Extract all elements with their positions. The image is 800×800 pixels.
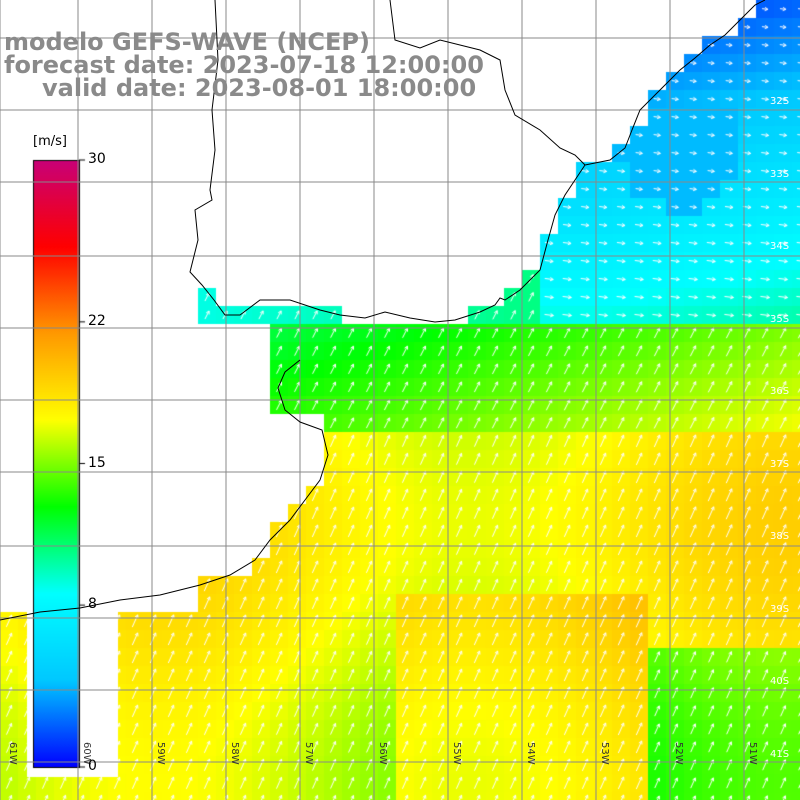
- colorbar-tick-label: 15: [88, 454, 106, 471]
- colorbar-tick-label: 0: [88, 758, 97, 774]
- longitude-label: 61W: [7, 742, 18, 765]
- latitude-label: 32S: [770, 96, 790, 107]
- longitude-label: 51W: [747, 742, 758, 765]
- latitude-label: 36S: [770, 386, 790, 397]
- colorbar-tick-label: 22: [88, 312, 106, 329]
- longitude-label: 54W: [525, 742, 536, 765]
- latitude-label: 40S: [770, 676, 790, 687]
- colorbar-unit-label: [m/s]: [33, 134, 67, 149]
- map-title-valid-date: valid date: 2023-08-01 18:00:00: [42, 74, 477, 102]
- latitude-label: 41S: [770, 748, 790, 760]
- latitude-label: 39S: [770, 603, 790, 615]
- map-title-forecast-date: forecast date: 2023-07-18 12:00:00: [4, 51, 484, 79]
- latitude-label: 35S: [770, 313, 790, 325]
- map-title-model: modelo GEFS-WAVE (NCEP): [4, 28, 370, 56]
- latitude-label: 34S: [770, 241, 790, 252]
- longitude-label: 58W: [229, 742, 240, 765]
- coastline-east: [584, 0, 766, 166]
- longitude-label: 57W: [303, 742, 314, 765]
- longitude-label: 56W: [377, 742, 388, 765]
- colorbar-tick-label: 30: [88, 151, 106, 167]
- longitude-label: 53W: [599, 742, 610, 765]
- longitude-label: 52W: [673, 742, 684, 765]
- longitude-label: 59W: [155, 742, 166, 765]
- coastline-north: [189, 0, 586, 323]
- latitude-label: 33S: [770, 168, 790, 180]
- coastline-south: [0, 359, 329, 621]
- colorbar-tick-label: 8: [88, 596, 97, 613]
- longitude-label: 55W: [451, 742, 462, 765]
- latitude-label: 38S: [770, 531, 790, 542]
- latitude-label: 37S: [770, 458, 790, 470]
